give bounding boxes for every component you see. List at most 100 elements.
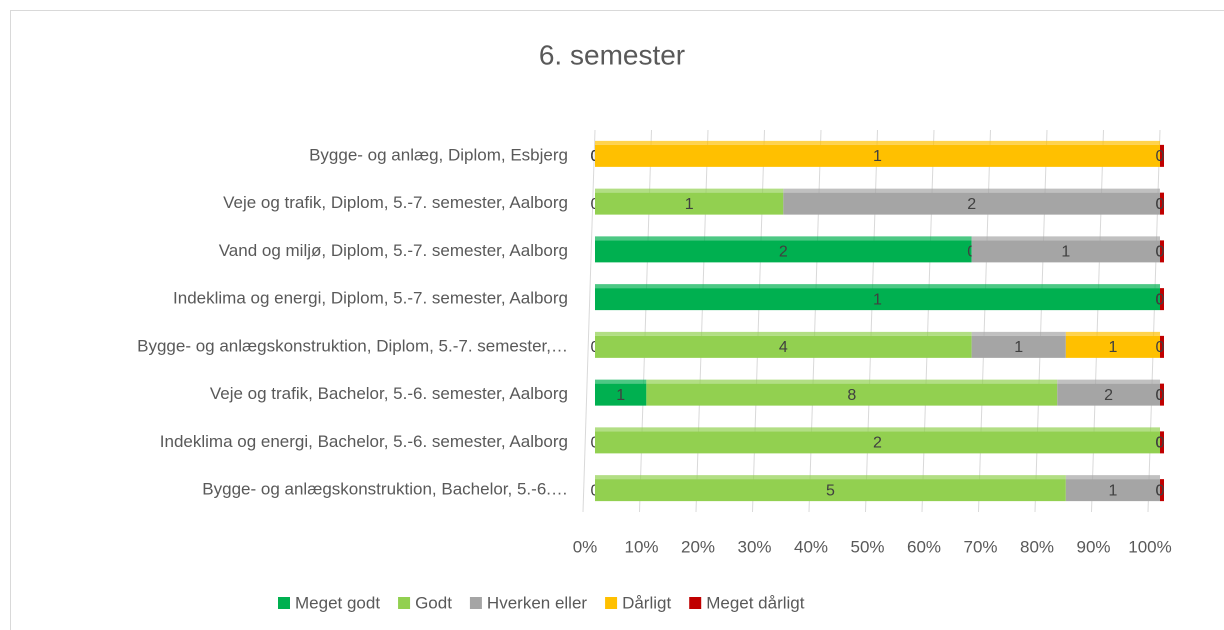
chart-frame bbox=[10, 10, 1224, 630]
bar-top bbox=[783, 188, 1160, 193]
bar-segment bbox=[1065, 335, 1160, 358]
data-label: 0 bbox=[1156, 387, 1165, 404]
bar-segment bbox=[971, 240, 1160, 263]
bar-segment bbox=[1160, 335, 1164, 358]
bar-top bbox=[595, 140, 1160, 145]
x-tick-label: 30% bbox=[737, 537, 771, 556]
y-tick-label: Bygge- og anlægskonstruktion, Bachelor, … bbox=[202, 480, 568, 499]
x-tick-label: 80% bbox=[1020, 537, 1054, 556]
data-label: 5 bbox=[826, 482, 835, 499]
bar-top bbox=[595, 236, 972, 241]
legend-label: Meget godt bbox=[295, 593, 380, 612]
bar-segment bbox=[595, 431, 1160, 454]
bar-top bbox=[595, 331, 972, 336]
bar-top bbox=[971, 236, 1160, 241]
data-label: 0 bbox=[1156, 435, 1165, 452]
bar-segment bbox=[595, 383, 647, 406]
bar-top bbox=[595, 475, 1066, 480]
x-tick-label: 70% bbox=[963, 537, 997, 556]
data-label: 0 bbox=[1156, 482, 1165, 499]
data-label: 1 bbox=[873, 291, 882, 308]
bar-segment bbox=[1065, 479, 1160, 502]
grid-line bbox=[921, 129, 935, 513]
data-label: 1 bbox=[1014, 339, 1023, 356]
bar-segment bbox=[1160, 383, 1164, 406]
x-tick-label: 40% bbox=[794, 537, 828, 556]
data-label: 2 bbox=[779, 244, 788, 261]
y-tick-label: Bygge- og anlægskonstruktion, Diplom, 5.… bbox=[137, 336, 568, 355]
bar-top bbox=[595, 379, 647, 384]
x-tick-label: 0% bbox=[573, 537, 598, 556]
bar-top bbox=[1057, 379, 1160, 384]
bar-top bbox=[646, 379, 1058, 384]
bar-segment bbox=[1057, 383, 1160, 406]
data-label: 0 bbox=[1156, 196, 1165, 213]
bar-segment bbox=[595, 479, 1066, 502]
legend-label: Hverken eller bbox=[487, 593, 587, 612]
grid-line bbox=[978, 129, 991, 513]
grid-line bbox=[582, 129, 596, 513]
legend-swatch bbox=[605, 597, 618, 609]
data-label: 1 bbox=[1108, 482, 1117, 499]
bar-top bbox=[595, 427, 1160, 432]
y-tick-label: Indeklima og energi, Diplom, 5.-7. semes… bbox=[173, 289, 568, 308]
legend-swatch bbox=[398, 597, 411, 609]
grid-line bbox=[865, 129, 878, 513]
data-label: 8 bbox=[847, 387, 856, 404]
data-label: 1 bbox=[1061, 244, 1070, 261]
y-tick-label: Bygge- og anlæg, Diplom, Esbjerg bbox=[309, 145, 568, 164]
grid-line bbox=[1091, 129, 1104, 513]
x-tick-label: 60% bbox=[907, 537, 941, 556]
data-label: 0 bbox=[1156, 148, 1165, 165]
bar-segment bbox=[783, 192, 1160, 215]
legend-label: Godt bbox=[415, 593, 452, 612]
legend-swatch bbox=[469, 597, 482, 609]
bar-top bbox=[595, 284, 1160, 289]
legend-label: Meget dårligt bbox=[706, 593, 805, 612]
bar-segment bbox=[1160, 288, 1164, 311]
chart-title: 6. semester bbox=[539, 39, 685, 70]
legend-swatch bbox=[689, 597, 702, 609]
bar-segment bbox=[1160, 192, 1164, 215]
grid-line bbox=[752, 129, 765, 513]
bar-top bbox=[595, 188, 784, 193]
y-tick-label: Veje og trafik, Bachelor, 5.-6. semester… bbox=[210, 384, 568, 403]
bar-segment bbox=[595, 335, 972, 358]
grid-line bbox=[695, 129, 709, 513]
data-label: 1 bbox=[685, 196, 694, 213]
bar-segment bbox=[1160, 479, 1164, 502]
bar-segment bbox=[595, 144, 1160, 167]
y-tick-label: Veje og trafik, Diplom, 5.-7. semester, … bbox=[223, 193, 568, 212]
bar-top bbox=[1065, 475, 1160, 480]
bar-top bbox=[971, 331, 1066, 336]
grid-line bbox=[639, 129, 652, 513]
data-label: 1 bbox=[1108, 339, 1117, 356]
bar-segment bbox=[1160, 431, 1164, 454]
bar-segment bbox=[646, 383, 1058, 406]
bar-segment bbox=[595, 240, 972, 263]
x-tick-label: 20% bbox=[681, 537, 715, 556]
data-label: 0 bbox=[1156, 244, 1165, 261]
data-label: 4 bbox=[779, 339, 788, 356]
y-tick-label: Indeklima og energi, Bachelor, 5.-6. sem… bbox=[160, 432, 568, 451]
data-label: 1 bbox=[616, 387, 625, 404]
bar-segment bbox=[1160, 240, 1164, 263]
x-tick-label: 10% bbox=[624, 537, 658, 556]
data-label: 0 bbox=[1156, 339, 1165, 356]
x-tick-label: 90% bbox=[1076, 537, 1110, 556]
grid-line bbox=[1034, 129, 1048, 513]
legend-label: Dårligt bbox=[622, 593, 671, 612]
data-label: 2 bbox=[873, 435, 882, 452]
x-tick-label: 100% bbox=[1128, 537, 1171, 556]
x-tick-label: 50% bbox=[850, 537, 884, 556]
data-label: 2 bbox=[967, 196, 976, 213]
y-tick-label: Vand og miljø, Diplom, 5.-7. semester, A… bbox=[219, 241, 568, 260]
bar-segment bbox=[595, 288, 1160, 311]
bar-top bbox=[1065, 331, 1160, 336]
grid-line bbox=[1147, 129, 1161, 513]
legend-swatch bbox=[278, 597, 290, 609]
bar-segment bbox=[1160, 144, 1164, 167]
bar-segment bbox=[595, 192, 784, 215]
data-label: 0 bbox=[1156, 291, 1165, 308]
